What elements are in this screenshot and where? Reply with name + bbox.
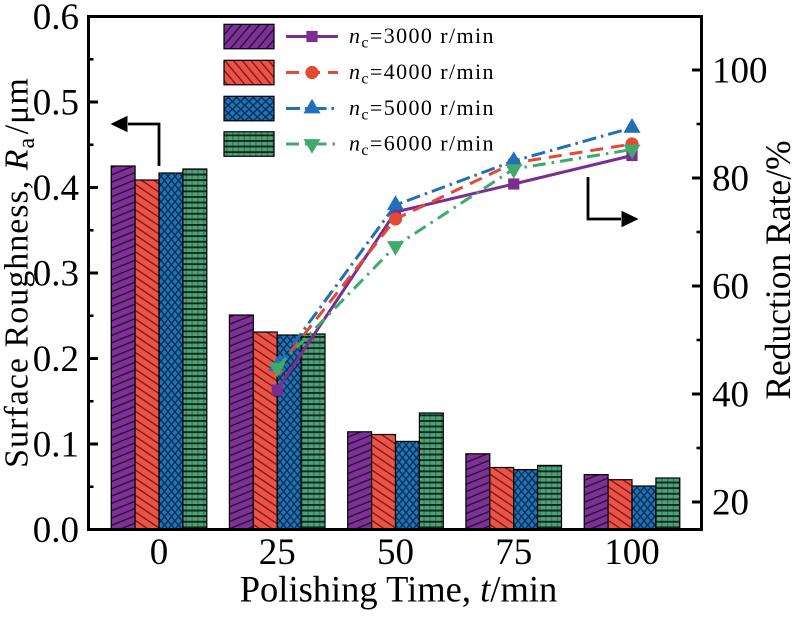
svg-text:25: 25 (259, 532, 296, 573)
svg-text:50: 50 (377, 532, 414, 573)
svg-text:nc=4000 r/min: nc=4000 r/min (349, 59, 495, 88)
svg-text:0.0: 0.0 (33, 510, 79, 551)
svg-text:20: 20 (712, 483, 749, 524)
svg-text:Surface Roughness, Ra/μm: Surface Roughness, Ra/μm (0, 77, 40, 468)
svg-text:0: 0 (150, 532, 169, 573)
svg-text:0.5: 0.5 (33, 83, 79, 124)
svg-text:Polishing Time, t/min: Polishing Time, t/min (240, 569, 557, 610)
svg-text:40: 40 (712, 375, 749, 416)
svg-text:80: 80 (712, 159, 749, 200)
svg-text:100: 100 (604, 532, 660, 573)
svg-text:0.4: 0.4 (33, 168, 79, 209)
svg-text:nc=5000 r/min: nc=5000 r/min (349, 95, 495, 124)
svg-text:0.2: 0.2 (33, 339, 79, 380)
svg-text:100: 100 (712, 51, 768, 92)
svg-text:nc=6000 r/min: nc=6000 r/min (349, 131, 495, 160)
svg-text:nc=3000 r/min: nc=3000 r/min (349, 23, 495, 52)
svg-text:Reduction Rate/%: Reduction Rate/% (758, 140, 798, 399)
svg-text:0.1: 0.1 (33, 425, 79, 466)
svg-text:0.3: 0.3 (33, 254, 79, 295)
svg-text:0.6: 0.6 (33, 0, 79, 38)
svg-text:75: 75 (495, 532, 532, 573)
svg-text:60: 60 (712, 267, 749, 308)
